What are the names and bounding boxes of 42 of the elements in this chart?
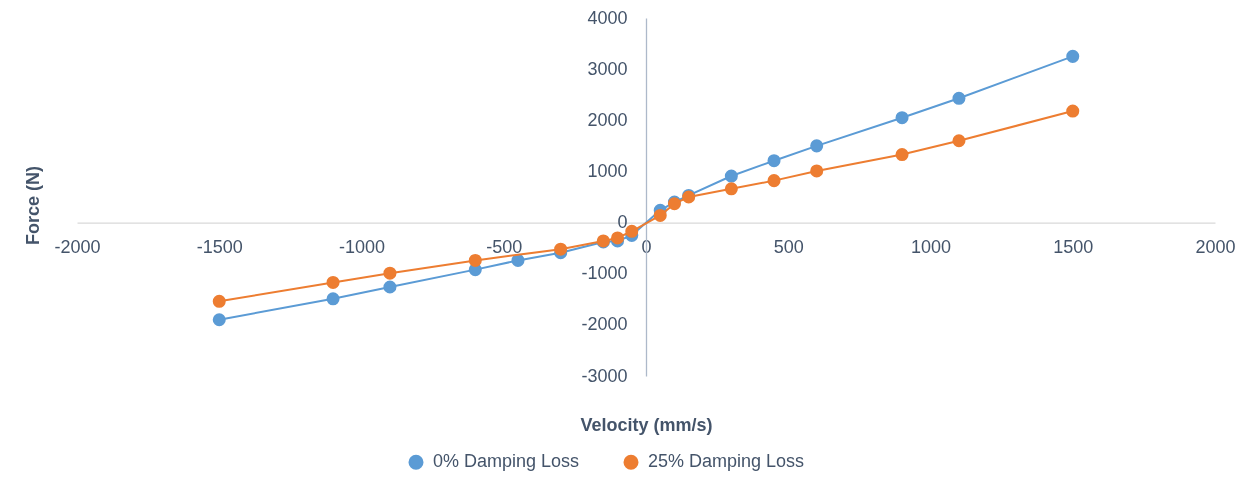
x-tick-label: 1500	[1053, 237, 1094, 258]
point	[326, 292, 340, 306]
point	[653, 208, 667, 222]
point	[767, 154, 781, 168]
point	[724, 169, 738, 183]
point	[212, 313, 226, 327]
x-tick-label: 1000	[910, 237, 952, 258]
point	[952, 91, 966, 105]
point	[554, 242, 568, 256]
legend-label: 0% Damping Loss	[433, 451, 580, 472]
point	[468, 253, 482, 267]
point	[383, 280, 397, 294]
y-axis-title: Force (N)	[22, 165, 43, 246]
x-tick-label: -1000	[338, 237, 386, 258]
x-tick-label: -2000	[54, 237, 101, 258]
point	[895, 111, 909, 125]
point	[1066, 49, 1080, 63]
y-tick-label: -2000	[581, 314, 628, 335]
point	[767, 174, 781, 188]
y-tick-label: -3000	[581, 365, 628, 386]
x-axis-title: Velocity (mm/s)	[580, 414, 713, 435]
point	[383, 266, 397, 280]
point	[326, 275, 340, 289]
point	[810, 139, 824, 153]
point	[724, 182, 738, 196]
x-tick-label: 500	[773, 237, 804, 258]
point	[212, 294, 226, 308]
y-tick-label: 0	[617, 212, 628, 233]
x-tick-label: 2000	[1195, 237, 1236, 258]
y-tick-label: 1000	[587, 160, 628, 181]
y-tick-label: 4000	[587, 7, 628, 28]
point	[625, 224, 639, 238]
y-tick-label: 2000	[587, 109, 628, 130]
point	[1066, 104, 1080, 118]
point	[952, 134, 966, 148]
x-tick-label: -1500	[196, 237, 243, 258]
y-tick-label: -1000	[581, 263, 628, 284]
point	[895, 148, 909, 162]
x-tick-label: -500	[486, 237, 523, 258]
y-tick-label: 3000	[587, 58, 628, 79]
point	[810, 164, 824, 178]
legend-label: 25% Damping Loss	[648, 451, 805, 472]
